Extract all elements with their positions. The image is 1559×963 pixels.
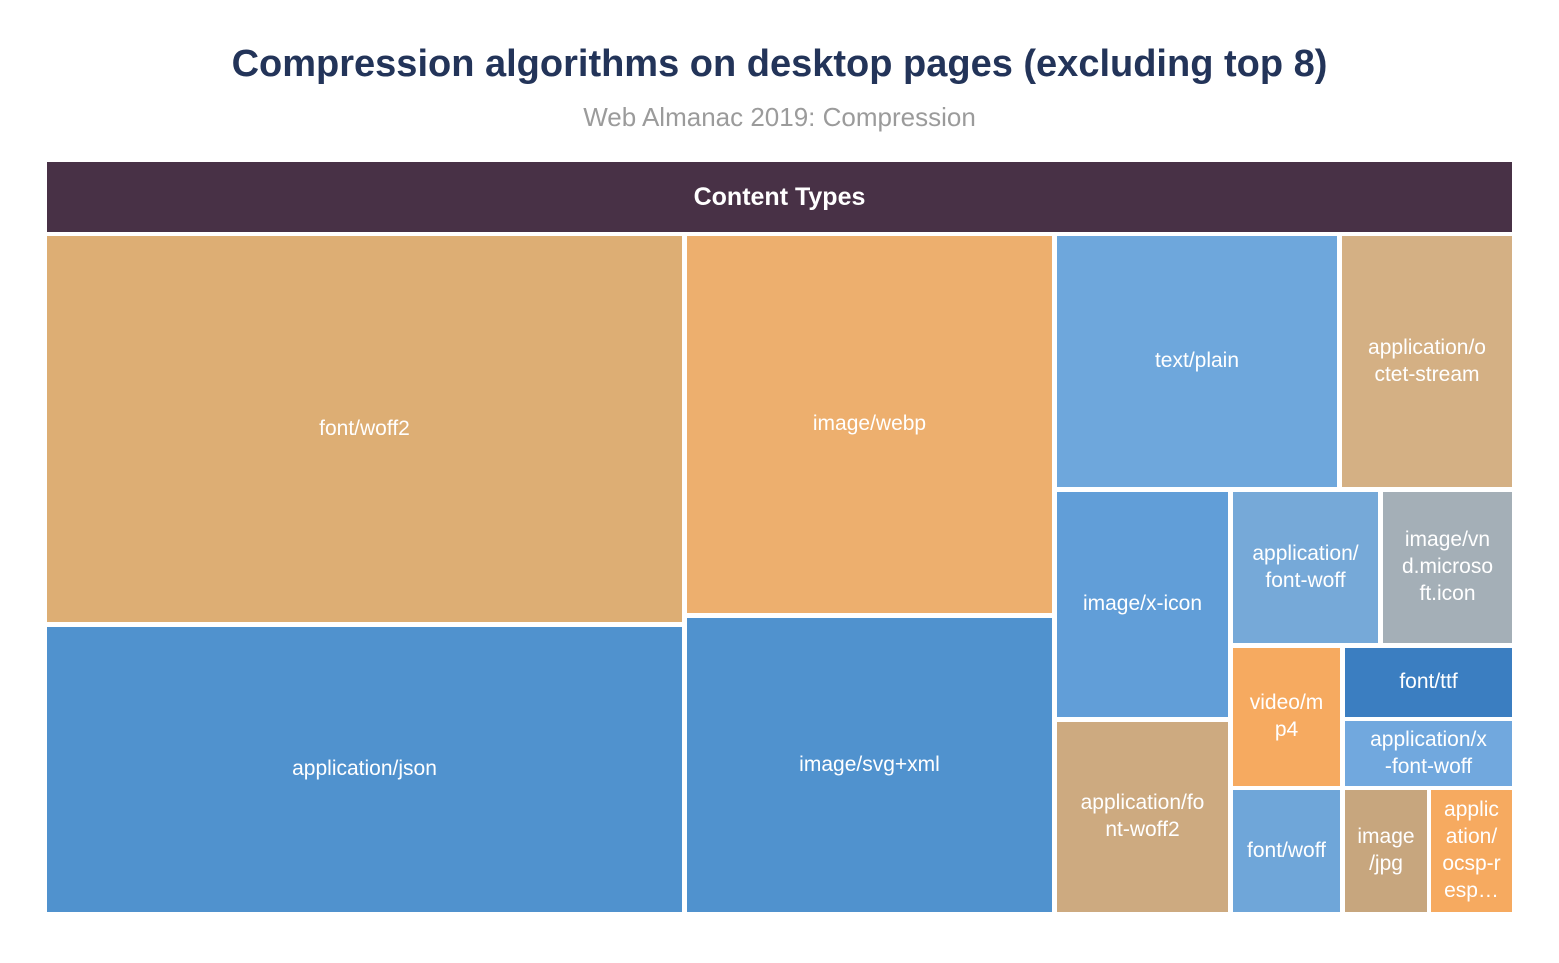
treemap-cell-application-font-woff2[interactable]: application/fo nt-woff2 — [1057, 722, 1228, 912]
treemap-cell-image-webp[interactable]: image/webp — [687, 236, 1052, 613]
cell-label: text/plain — [1154, 349, 1240, 373]
treemap-cell-image-jpg[interactable]: image/jpg — [1345, 790, 1427, 912]
cell-label: image/x-icon — [1082, 592, 1203, 616]
treemap-chart: Content Types font/woff2 application/json… — [47, 162, 1512, 912]
cell-label: applic ation/ocsp-r esp… — [1442, 798, 1501, 902]
treemap-cell-application-ocsp-resp[interactable]: applic ation/ocsp-r esp… — [1431, 790, 1512, 912]
treemap-cell-image-svg-xml[interactable]: image/svg+xml — [687, 618, 1052, 912]
treemap-cell-image-vnd-microsoft-icon[interactable]: image/vn d.microso ft.icon — [1383, 492, 1512, 643]
group-header: Content Types — [47, 162, 1512, 232]
treemap-cell-font-woff[interactable]: font/woff — [1233, 790, 1340, 912]
treemap-cells: font/woff2 application/json image/webp imag… — [47, 162, 1512, 912]
cell-label: application/font-woff — [1252, 541, 1359, 592]
cell-label: application/fo nt-woff2 — [1080, 791, 1205, 841]
cell-label: font/woff2 — [319, 416, 410, 440]
chart-title: Compression algorithms on desktop pages … — [231, 43, 1328, 85]
treemap-cell-font-ttf[interactable]: font/ttf — [1345, 648, 1512, 717]
treemap-cell-application-octet-stream[interactable]: application/o ctet-stream — [1342, 236, 1512, 487]
cell-label: image/vn d.microso ft.icon — [1401, 528, 1494, 605]
treemap-cell-text-plain[interactable]: text/plain — [1057, 236, 1337, 487]
cell-label: application/x -font-woff — [1370, 727, 1487, 778]
cell-label: application/o ctet-stream — [1368, 335, 1486, 386]
treemap-cell-application-font-woff[interactable]: application/font-woff — [1233, 492, 1378, 643]
treemap-cell-video-mp4[interactable]: video/m p4 — [1233, 648, 1340, 786]
cell-label: application/json — [292, 757, 437, 781]
cell-label: image/jpg — [1357, 825, 1415, 875]
chart-subtitle: Web Almanac 2019: Compression — [583, 102, 976, 132]
treemap-cell-application-x-font-woff[interactable]: application/x -font-woff — [1345, 721, 1512, 786]
cell-label: image/svg+xml — [799, 752, 940, 776]
treemap-cell-image-x-icon[interactable]: image/x-icon — [1057, 492, 1228, 717]
cell-label: image/webp — [812, 412, 927, 436]
treemap-cell-font-woff2[interactable]: font/woff2 — [47, 236, 682, 622]
treemap-cell-application-json[interactable]: application/json — [47, 627, 682, 912]
cell-label: font/woff — [1247, 838, 1326, 862]
cell-label: video/m p4 — [1249, 691, 1324, 741]
cell-label: font/ttf — [1399, 670, 1458, 694]
